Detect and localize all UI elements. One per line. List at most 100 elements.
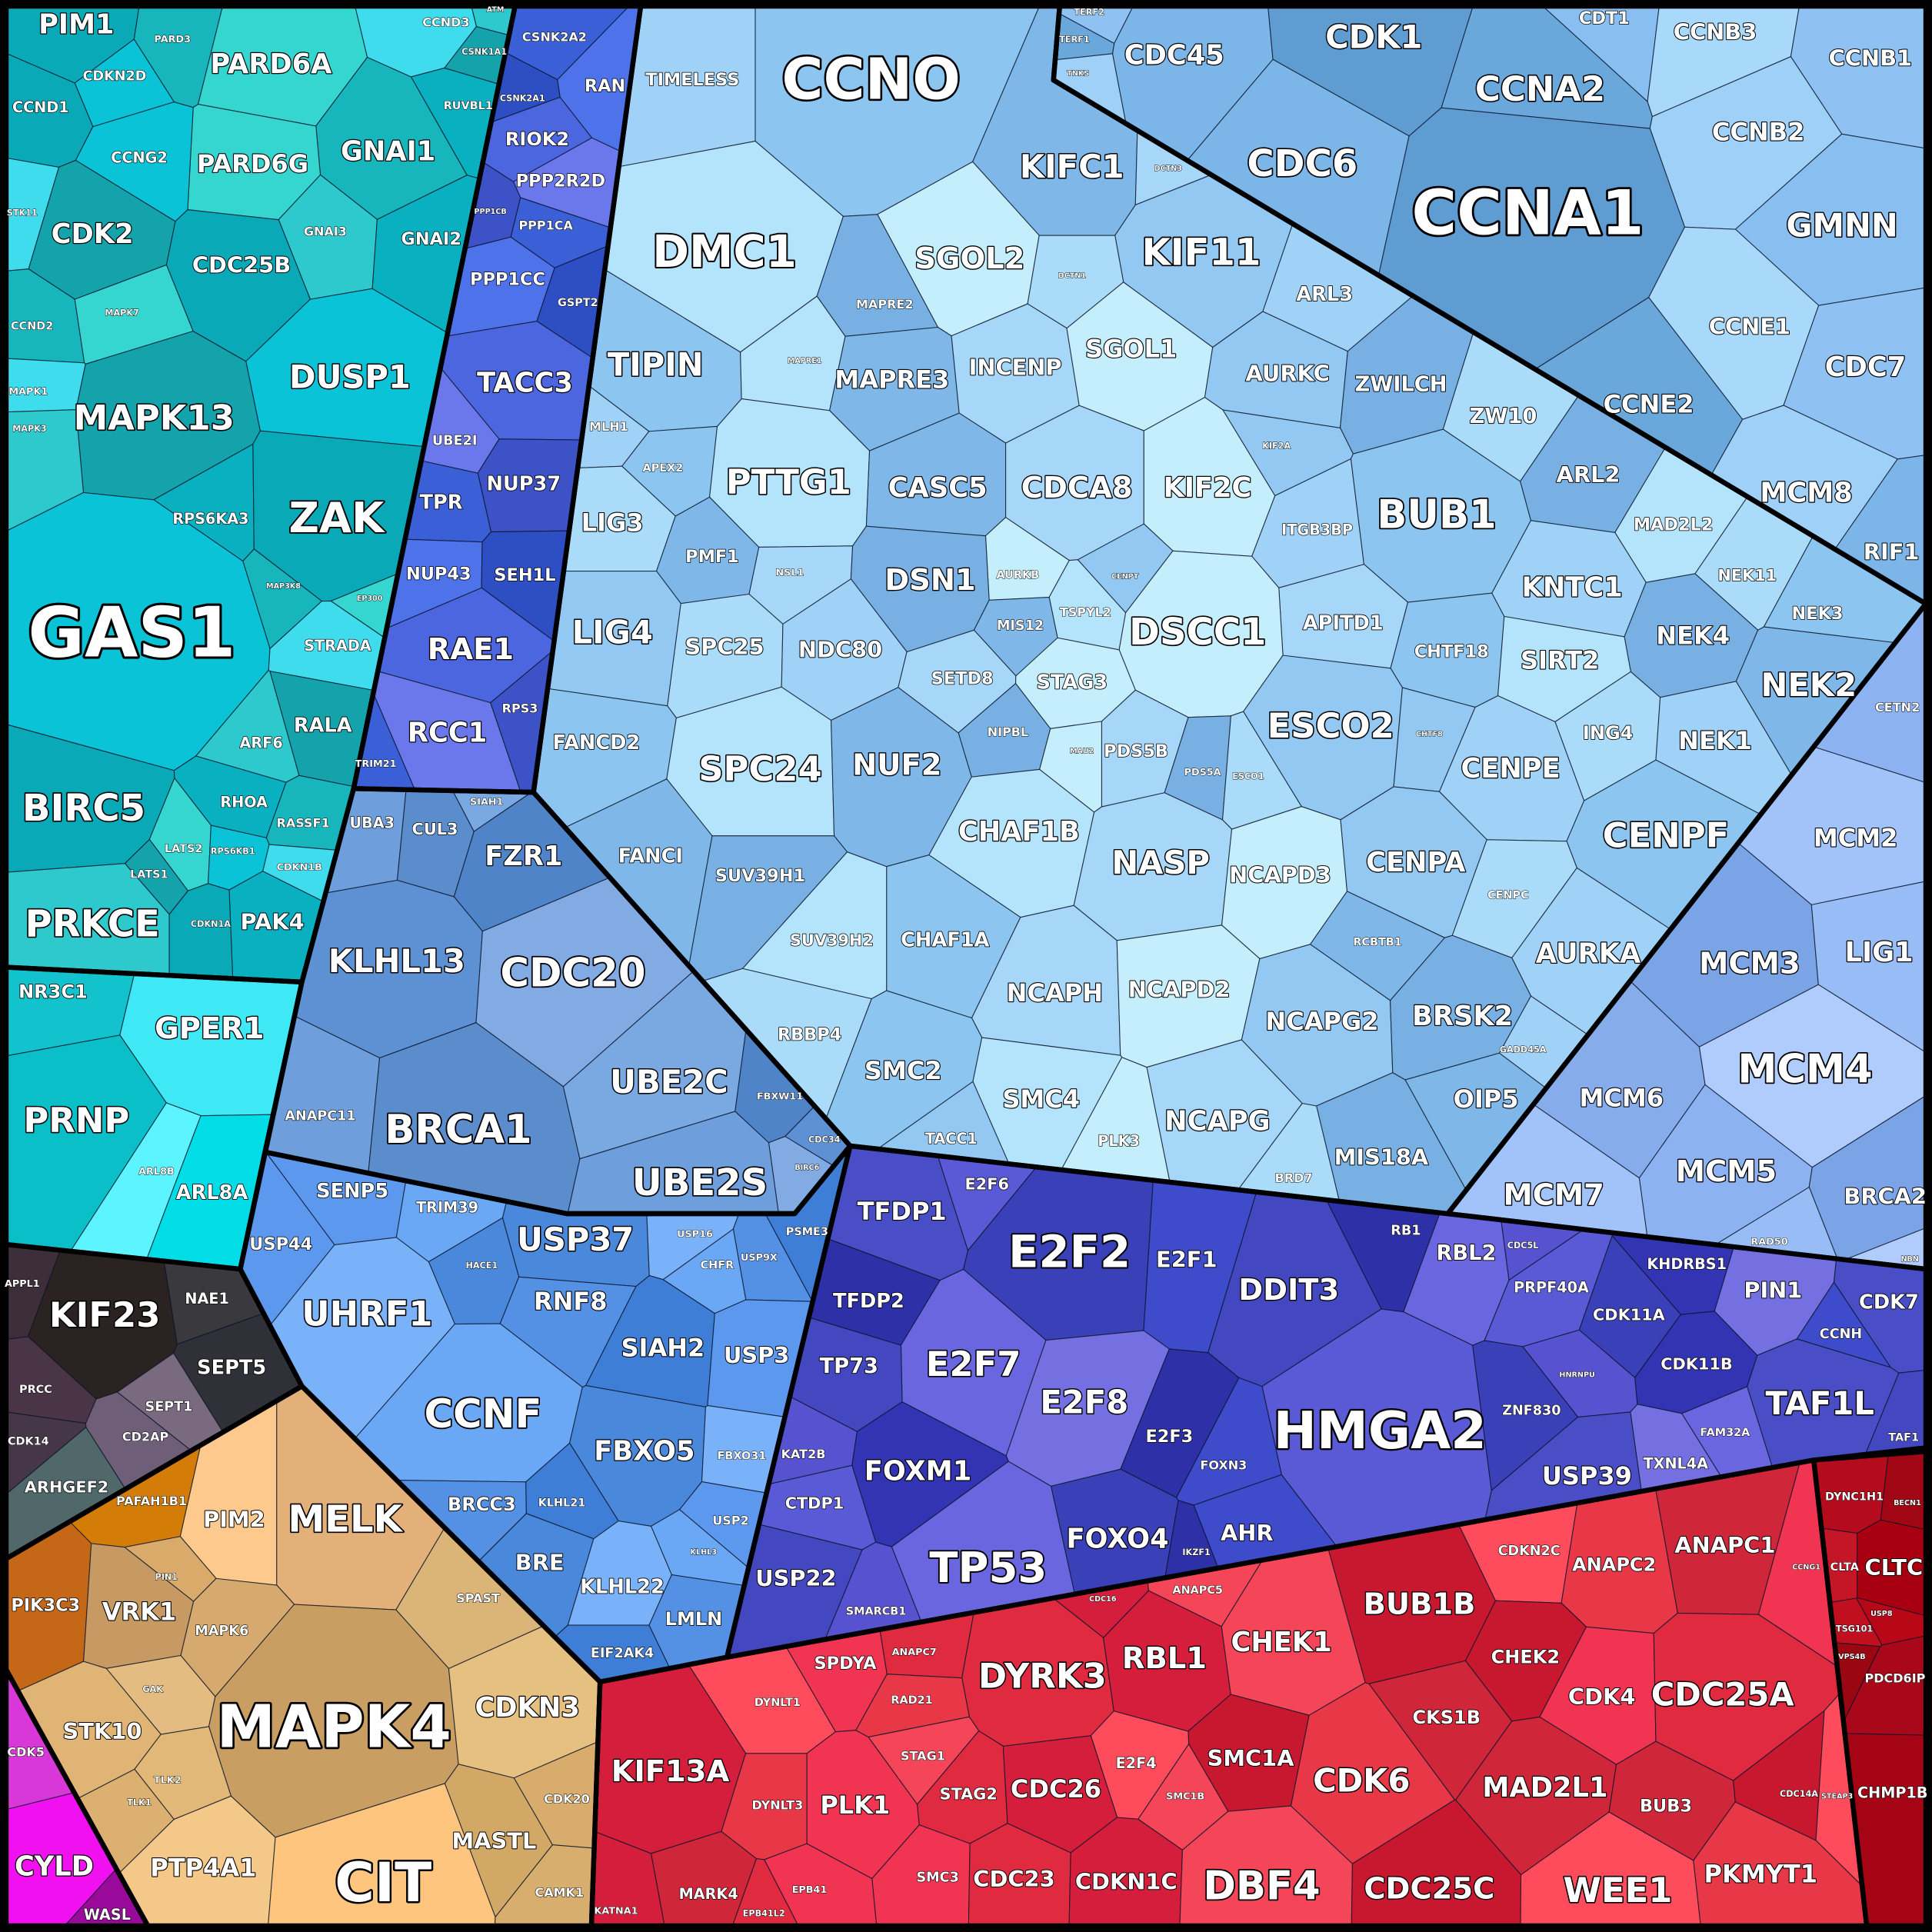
cell-label: CHTF18 (1414, 641, 1489, 661)
cell-label: ANAPC11 (285, 1108, 355, 1124)
cell-label: MAU2 (1070, 748, 1094, 756)
cell-label: CDK7 (1859, 1291, 1919, 1314)
cell-label: KLHL21 (538, 1497, 586, 1509)
cell-label: VPS4B (1838, 1653, 1865, 1661)
cell-label: WEE1 (1564, 1870, 1673, 1910)
cell-label: TNKS (1067, 70, 1089, 78)
cell-label: CDKN2D (83, 68, 147, 84)
cell-label: SUV39H1 (715, 866, 805, 886)
cell-label: MAPK13 (74, 398, 235, 438)
cell-label: CHEK1 (1231, 1627, 1332, 1658)
cell-label: MELK (288, 1497, 403, 1541)
cell-label: GAS1 (28, 593, 235, 673)
cell-label: LMLN (665, 1608, 723, 1630)
cell-label: CCNG2 (111, 149, 167, 167)
cell-label: EPB41 (792, 1884, 828, 1896)
cell-label: RALA (294, 715, 352, 738)
cell-label: INCENP (969, 354, 1062, 380)
cell-label: CDC23 (973, 1866, 1054, 1892)
cell-label: TAF1L (1766, 1384, 1874, 1422)
cell-label: GNAI3 (304, 225, 347, 239)
cell-label: CDC14A (1780, 1789, 1818, 1799)
cell-label: CCNE1 (1709, 314, 1790, 340)
cell-label: KLHL13 (328, 942, 465, 980)
cell-label: DYNLT1 (754, 1697, 801, 1709)
cell-label: CETN2 (1875, 700, 1920, 715)
cell-label: NEK2 (1761, 666, 1857, 704)
cell-label: RPS6KB1 (211, 847, 255, 857)
cell-label: ESCO2 (1267, 705, 1394, 746)
cell-label: RB1 (1391, 1223, 1421, 1238)
cell-label: CDK5 (7, 1745, 45, 1760)
cell-label: KIF11 (1142, 231, 1261, 274)
cell-label: GAK (142, 1684, 164, 1694)
cell-label: SGOL1 (1085, 334, 1177, 363)
cell-label: RNF8 (534, 1287, 608, 1316)
cell-label: E2F3 (1145, 1427, 1193, 1447)
cell-label: PARD3 (155, 34, 192, 45)
cell-label: DMC1 (652, 225, 797, 278)
cell-label: NCAPG (1164, 1105, 1270, 1137)
cell-label: KATNA1 (594, 1905, 638, 1917)
cell-label: ANAPC1 (1674, 1532, 1775, 1558)
cell-label: USP37 (517, 1221, 634, 1258)
cell-label: ARL3 (1296, 283, 1353, 306)
cell-label: CCNO (781, 48, 960, 113)
cell-label: DYRK3 (978, 1655, 1107, 1696)
cell-label: NASP (1111, 844, 1210, 881)
cell-label: CDK14 (8, 1435, 49, 1447)
cell-label: CDCA8 (1021, 471, 1133, 505)
cell-label: HACE1 (466, 1261, 498, 1271)
cell-label: PLK1 (820, 1790, 890, 1820)
cell-label: SMC3 (916, 1870, 958, 1886)
cell-label: CDC25A (1651, 1675, 1795, 1713)
cell-label: TIPIN (608, 346, 704, 384)
cell-label: E2F4 (1116, 1754, 1157, 1772)
cell-label: TACC1 (925, 1130, 978, 1148)
cell-label: NCAPD2 (1128, 976, 1231, 1002)
cell-label: BECN1 (1894, 1499, 1921, 1507)
cell-label: USP39 (1542, 1461, 1632, 1491)
cell-label: CCNE2 (1604, 389, 1694, 418)
cell-label: IKZF1 (1182, 1547, 1211, 1557)
cell-label: PTTG1 (726, 461, 851, 502)
cell-label: PARD6G (197, 149, 308, 178)
cell-label: BUB1 (1377, 492, 1496, 538)
cell-label: NDC80 (798, 636, 882, 662)
cell-label: CYLD (15, 1851, 94, 1883)
cell-label: PPP2R2D (516, 172, 605, 192)
cell-label: FANCD2 (553, 731, 641, 754)
cell-label: NUF2 (852, 748, 941, 782)
cell-label: APPL1 (5, 1278, 40, 1290)
cell-label: KIF13A (611, 1754, 730, 1789)
cell-label: STK10 (63, 1718, 142, 1744)
cell-label: RBL1 (1122, 1641, 1207, 1676)
cell-label: CDC34 (808, 1134, 841, 1144)
cell-label: NR3C1 (18, 981, 88, 1003)
cell-label: CENPF (1603, 815, 1730, 856)
cell-label: MIS12 (997, 618, 1044, 634)
cell-label: NEK1 (1678, 726, 1752, 755)
cell-label: GNAI2 (401, 229, 461, 249)
cell-label: CENPT (1111, 572, 1139, 581)
cell-label: CENPA (1366, 847, 1466, 878)
cell-label: MIS18A (1334, 1144, 1429, 1170)
cell-label: NAE1 (185, 1290, 228, 1307)
cell-label: ZWILCH (1355, 372, 1447, 396)
cell-label: TAF1 (1888, 1432, 1919, 1444)
cell-label: SMC4 (1002, 1084, 1080, 1114)
cell-label: FOXO4 (1066, 1523, 1168, 1554)
cell-label: CDT1 (1579, 8, 1630, 28)
cell-label: CD2AP (122, 1429, 169, 1444)
cell-label: USP3 (724, 1342, 789, 1368)
cell-label: TPR (420, 491, 463, 515)
cell-label: UBE2S (632, 1161, 768, 1204)
cell-label: SPAST (456, 1591, 500, 1605)
cell-label: CCNB2 (1712, 117, 1805, 146)
cell-label: ARL2 (1557, 461, 1621, 488)
cell-label: PPP1CC (470, 270, 545, 290)
cell-label: GNAI1 (341, 136, 435, 168)
cell-label: PLK3 (1098, 1132, 1140, 1150)
cell-label: CDK11B (1661, 1354, 1733, 1373)
cell-label: STEAP3 (1821, 1792, 1853, 1800)
